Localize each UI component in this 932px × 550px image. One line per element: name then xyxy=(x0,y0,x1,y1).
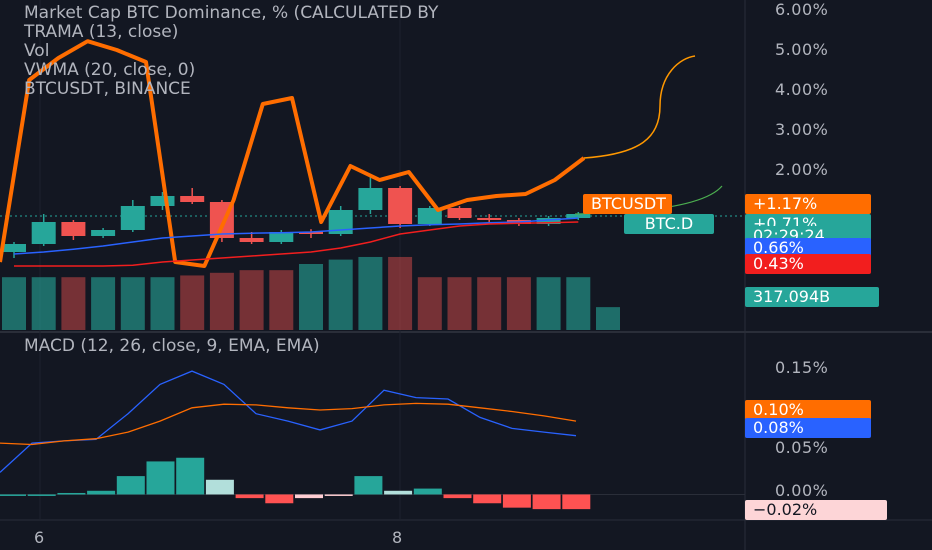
volume-bar xyxy=(536,277,561,330)
price-axis-label: 3.00% xyxy=(775,120,829,139)
candle-body xyxy=(447,208,472,218)
macd-histogram-bar xyxy=(265,494,294,504)
macd-histogram-bar xyxy=(57,492,86,495)
candle-body xyxy=(91,230,116,236)
volume-bar xyxy=(447,277,472,330)
volume-bar xyxy=(180,275,205,330)
volume-bar xyxy=(239,270,264,330)
volume-bar xyxy=(417,277,442,330)
macd-value-tag: 0.10% xyxy=(745,400,871,420)
macd-histogram-bar xyxy=(205,479,234,495)
volume-bar xyxy=(358,256,383,330)
btcusdt-name-tag: BTCUSDT xyxy=(583,194,672,214)
signal-line xyxy=(0,402,577,446)
chart-legend: Market Cap BTC Dominance, % (CALCULATED … xyxy=(24,4,438,99)
candle-body xyxy=(120,206,145,230)
candle-body xyxy=(31,222,56,244)
legend-vwma[interactable]: VWMA (20, close, 0) xyxy=(24,60,196,80)
macd-histogram-bar xyxy=(0,494,26,496)
macd-histogram-bar xyxy=(235,494,264,499)
candle-body xyxy=(417,208,442,224)
macd-histogram-bar xyxy=(413,488,442,495)
volume-bar xyxy=(596,307,620,330)
macd-line xyxy=(0,370,577,473)
volume-bar xyxy=(506,277,531,330)
macd-histogram-bar xyxy=(443,494,472,499)
macd-axis-label: 0.15% xyxy=(775,358,829,377)
trama-line xyxy=(13,217,579,255)
candle-body xyxy=(388,188,413,224)
volume-bar xyxy=(299,264,323,330)
macd-histogram-bar xyxy=(324,494,353,496)
vwma-line xyxy=(14,221,579,267)
btcusdt-line xyxy=(0,39,586,268)
candle-body xyxy=(358,188,383,210)
macd-histogram-bar xyxy=(146,461,175,495)
candle-body xyxy=(61,222,86,236)
price-axis-label: 2.00% xyxy=(775,160,829,179)
macd-histogram-bar xyxy=(354,476,383,495)
volume-value-tag: 317.094B xyxy=(745,287,879,307)
price-axis-label: 5.00% xyxy=(775,40,829,59)
volume-bar xyxy=(269,270,294,330)
macd-legend[interactable]: MACD (12, 26, close, 9, EMA, EMA) xyxy=(24,336,320,356)
volume-bar xyxy=(91,277,116,330)
legend-trama[interactable]: TRAMA (13, close) xyxy=(24,22,179,42)
trama-value-tag: 0.66% xyxy=(745,238,871,258)
btcusdt-projection-line xyxy=(583,55,696,159)
macd-histogram-bar xyxy=(176,457,205,495)
volume-bar xyxy=(2,277,26,330)
price-axis-label: 6.00% xyxy=(775,0,829,19)
volume-bar xyxy=(566,277,591,330)
legend-vol[interactable]: Vol xyxy=(24,41,50,61)
volume-bar xyxy=(388,256,413,330)
volume-bar xyxy=(31,277,56,330)
price-axis-label: 4.00% xyxy=(775,80,829,99)
candle-body xyxy=(566,214,591,218)
macd-histogram-bar xyxy=(384,490,413,495)
macd-histogram-bar xyxy=(87,490,116,495)
macd-histogram-bar xyxy=(473,494,502,504)
volume-bar xyxy=(150,277,175,330)
macd-histogram-bar xyxy=(502,494,531,508)
macd-axis-label: 0.00% xyxy=(775,481,829,500)
btcd-name-tag: BTC.D xyxy=(624,214,714,234)
macd-histogram-bar xyxy=(562,494,591,510)
volume-bar xyxy=(328,259,353,330)
macd-histogram-bar xyxy=(295,494,323,499)
hist-value-tag: −0.02% xyxy=(745,500,887,520)
candle-body xyxy=(299,232,323,234)
legend-title: Market Cap BTC Dominance, % (CALCULATED … xyxy=(24,3,439,23)
macd-histogram-bar xyxy=(116,476,145,495)
macd-histogram-bar xyxy=(27,494,56,496)
signal-value-tag: 0.08% xyxy=(745,418,871,438)
volume-bar xyxy=(477,277,502,330)
volume-bar xyxy=(209,272,234,330)
candle-body xyxy=(180,196,205,202)
candle-body xyxy=(239,238,264,242)
candle-body xyxy=(150,196,175,206)
volume-bar xyxy=(61,277,86,330)
candle-body xyxy=(477,218,502,220)
legend-symbol[interactable]: BTCUSDT, BINANCE xyxy=(24,79,191,99)
candle-body xyxy=(2,244,26,252)
candle-body xyxy=(269,232,294,242)
macd-histogram-bar xyxy=(532,494,561,510)
btcusdt-change-tag: +1.17% xyxy=(745,194,871,214)
vwma-value-tag: 0.43% xyxy=(745,254,871,274)
candle-body xyxy=(536,218,561,224)
x-axis-tick: 8 xyxy=(392,528,403,547)
macd-axis-label: 0.05% xyxy=(775,438,829,457)
volume-bar xyxy=(120,277,145,330)
x-axis-tick: 6 xyxy=(34,528,45,547)
